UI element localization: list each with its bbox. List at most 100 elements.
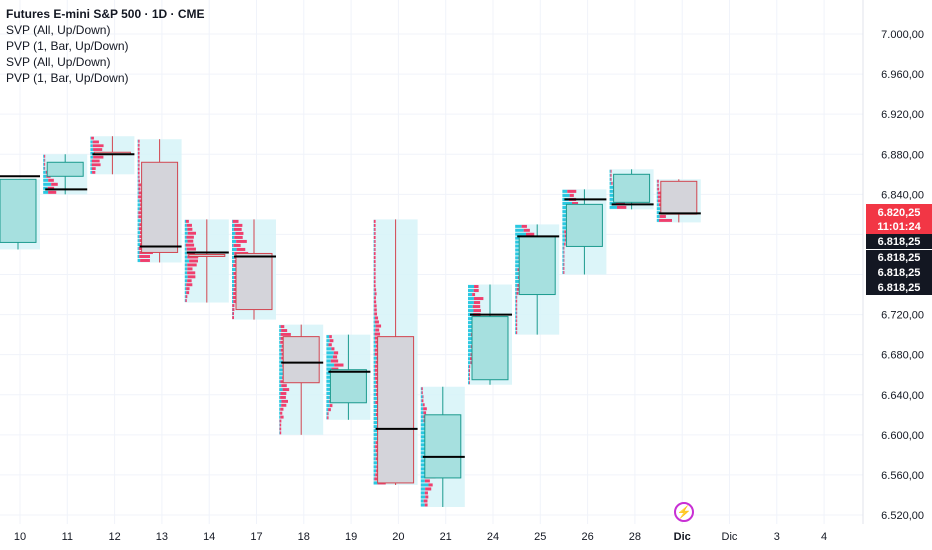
time-axis[interactable]: 10 11 12 13 14 17 18 19 20 21 24 25 26 28 Dic Dic 3 4 [14,531,827,543]
profile-bar-down [610,177,612,181]
profile-bar-down [234,235,243,239]
profile-bar-up [468,373,470,377]
profile-bar-up [279,325,281,329]
bolt-icon[interactable]: ⚡ [674,502,694,522]
profile-bar-down [232,308,235,312]
time-tick-label: 3 [774,531,780,543]
profile-bar-down [138,171,140,175]
profile-bar-up [373,461,377,465]
profile-bar-up [373,320,375,324]
profile-bar-up [373,473,376,477]
profile-bar-up [373,477,375,481]
profile-bar-up [137,239,140,243]
profile-bar-up [326,371,332,375]
profile-bar-down [375,324,382,328]
profile-bar-up [515,280,520,283]
price-tick-label: 6.520,00 [881,510,924,522]
indicator-price-badge [866,280,932,295]
profile-bar-up [279,376,283,380]
profile-bar-up [609,169,611,173]
profile-bar-down [331,347,335,351]
profile-bar-down [374,296,376,300]
profile-bar-up [279,352,282,356]
price-tick-label: 6.680,00 [881,350,924,362]
profile-bar-up [326,351,334,355]
profile-bar-up [232,300,234,304]
profile-bar-down [517,283,520,287]
profile-bar-up [43,162,45,166]
price-badges: 6.820,25 11:01:24 6.818,25 6.818,25 6.818,25… [866,204,932,295]
profile-bar-up [609,177,611,181]
profile-bar-up [515,303,517,307]
time-tick-label: 19 [345,531,357,543]
profile-bar-up [326,343,329,347]
profile-bar-up [373,352,375,356]
profile-bar-up [184,235,187,239]
profile-bar-up [184,219,186,223]
indicator-svp-2[interactable]: SVP (All, Up/Down) [6,55,111,69]
candle-Dic [656,179,701,223]
profile-bar-down [186,235,194,239]
profile-bar-up [279,360,284,364]
profile-bar-down [280,332,291,336]
profile-bar-up [137,139,139,143]
profile-bar-down [329,404,333,408]
profile-bar-up [184,295,186,299]
profile-bar-up [373,340,376,344]
profile-bar-up [279,356,282,360]
profile-bar-up [562,246,564,250]
profile-bar-up [515,291,517,295]
profile-bar-down [187,263,197,267]
profile-bar-up [562,238,566,242]
profile-bar-down [187,239,194,243]
profile-bar-down [423,411,427,415]
profile-bar-down [232,312,234,316]
profile-bar-down [373,260,376,264]
profile-bar-up [373,231,375,235]
indicator-pvp-1[interactable]: PVP (1, Bar, Up/Down) [6,39,129,53]
symbol-title[interactable]: Futures E-mini S&P 500 · 1D · CME [6,7,205,21]
profile-bar-up [373,244,375,248]
profile-bar-up [232,219,233,223]
profile-bar-down [425,495,429,499]
candle-body [471,316,509,381]
price-tick-label: 6.600,00 [881,430,924,442]
profile-bar-up [420,439,425,443]
profile-bar-down [280,325,285,329]
profile-bar-up [137,175,139,179]
candle-body [0,178,37,243]
indicator-pvp-2[interactable]: PVP (1, Bar, Up/Down) [6,71,129,85]
profile-bar-up [279,332,281,336]
profile-bar-up [515,248,520,252]
profile-bar-down [281,384,287,388]
profile-bar-up [232,280,235,284]
profile-bar-up [326,395,330,400]
profile-bar-up [137,243,141,247]
profile-bar-down [187,231,197,235]
profile-bar-up [43,190,49,194]
time-tick-label: 12 [108,531,120,543]
profile-bar-down [563,262,565,266]
profile-bar-up [515,315,517,319]
profile-bar-down [137,167,140,171]
profile-bar-up [279,336,281,340]
profile-bar-up [420,415,424,419]
price-tick-label: 6.840,00 [881,189,924,201]
profile-bar-down [373,276,376,280]
profile-bar-down [282,388,290,392]
profile-bar-up [232,284,235,288]
profile-bar-up [562,218,566,222]
profile-bar-down [657,191,662,195]
profile-bar-up [373,465,377,469]
profile-bar-up [420,471,428,475]
profile-bar-up [373,421,378,425]
profile-bar-down [281,399,288,403]
profile-bar-up [656,195,658,199]
profile-bar-up [420,483,429,487]
profile-bar-up [515,283,518,287]
profile-bar-down [186,287,190,291]
profile-bar-up [279,384,282,388]
indicator-svp-1[interactable]: SVP (All, Up/Down) [6,23,111,37]
profile-bar-down [280,407,284,411]
